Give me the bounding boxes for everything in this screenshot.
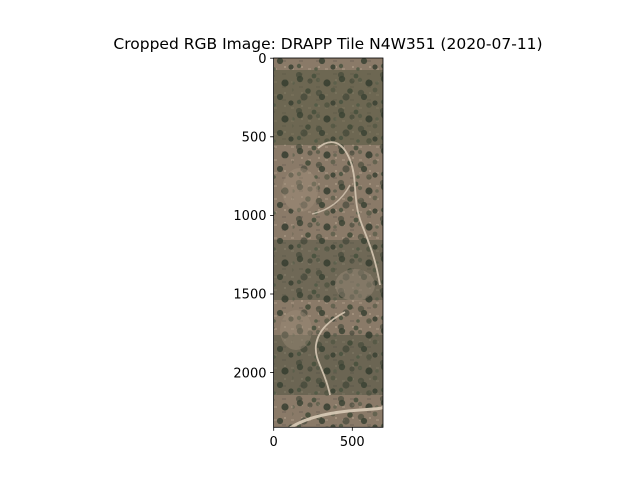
y-tick-2000: 2000 <box>233 366 274 381</box>
y-tick-1000: 1000 <box>233 209 274 224</box>
x-tick-label: 500 <box>340 435 365 450</box>
image-frame <box>273 57 384 428</box>
y-tick-label: 500 <box>242 131 267 146</box>
y-tick-label: 1000 <box>233 209 266 224</box>
x-axis: 0 500 <box>270 427 365 450</box>
x-tick-0: 0 <box>270 427 278 450</box>
y-tick-label: 2000 <box>233 366 266 381</box>
x-tick-label: 0 <box>270 435 278 450</box>
figure-title: Cropped RGB Image: DRAPP Tile N4W351 (20… <box>113 35 542 53</box>
x-tick-500: 500 <box>340 427 365 450</box>
y-axis: 0 500 1000 1500 2000 <box>233 52 274 381</box>
aerial-image <box>273 58 384 428</box>
y-tick-1500: 1500 <box>233 288 274 303</box>
y-tick-label: 1500 <box>233 288 266 303</box>
y-tick-500: 500 <box>242 131 274 146</box>
y-tick-0: 0 <box>258 52 274 67</box>
y-tick-label: 0 <box>258 52 266 67</box>
